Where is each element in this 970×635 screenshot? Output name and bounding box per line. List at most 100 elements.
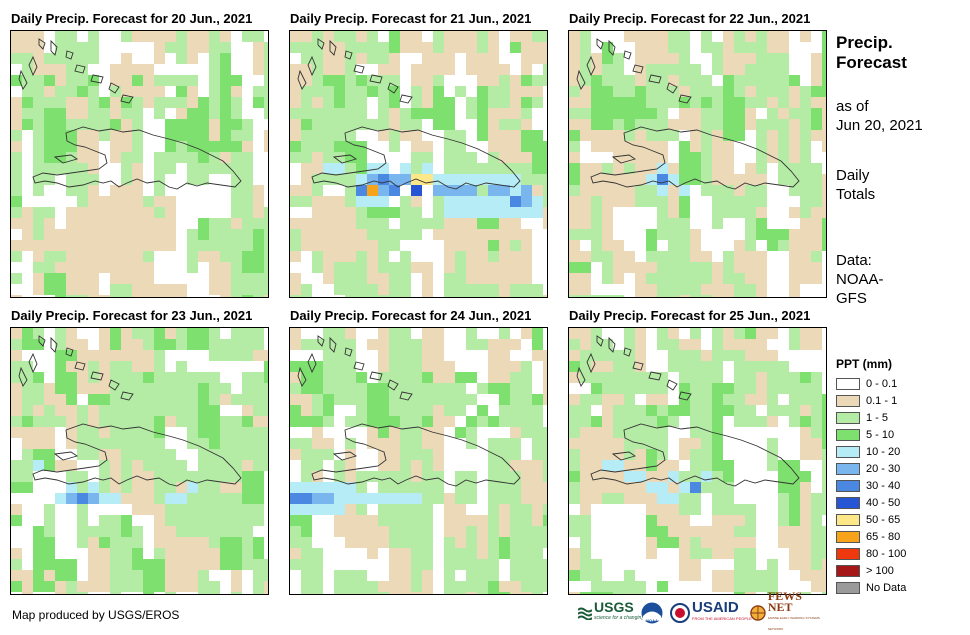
precip-cell bbox=[132, 526, 143, 537]
precip-cell bbox=[455, 86, 466, 97]
precip-cell bbox=[345, 295, 356, 297]
precip-cell bbox=[231, 537, 242, 548]
precip-cell bbox=[778, 427, 789, 438]
precip-cell bbox=[433, 438, 444, 449]
precip-cell bbox=[646, 284, 657, 295]
precip-cell bbox=[77, 262, 88, 273]
precip-cell bbox=[532, 592, 543, 594]
precip-cell bbox=[745, 108, 756, 119]
precip-cell bbox=[466, 64, 477, 75]
precip-cell bbox=[690, 97, 701, 108]
precip-cell bbox=[77, 174, 88, 185]
precip-cell bbox=[613, 350, 624, 361]
precip-cell bbox=[389, 141, 400, 152]
precip-cell bbox=[301, 130, 312, 141]
precip-cell bbox=[811, 383, 822, 394]
coastline-path bbox=[120, 94, 134, 104]
precip-cell bbox=[723, 438, 734, 449]
precip-cell bbox=[132, 570, 143, 581]
precip-cell bbox=[33, 141, 44, 152]
precip-cell bbox=[477, 141, 488, 152]
precip-cell bbox=[635, 383, 646, 394]
precip-cell bbox=[121, 460, 132, 471]
precip-cell bbox=[602, 53, 613, 64]
precip-cell bbox=[400, 361, 411, 372]
precip-cell bbox=[422, 75, 433, 86]
precip-cell bbox=[77, 64, 88, 75]
precip-cell bbox=[220, 350, 231, 361]
precip-cell bbox=[591, 152, 602, 163]
precip-cell bbox=[433, 559, 444, 570]
precip-cell bbox=[734, 53, 745, 64]
precip-cell bbox=[345, 526, 356, 537]
precip-cell bbox=[646, 273, 657, 284]
precip-cell bbox=[367, 372, 378, 383]
coastline-path bbox=[608, 39, 616, 56]
precip-cell bbox=[121, 130, 132, 141]
precip-cell bbox=[811, 53, 822, 64]
precip-cell bbox=[88, 240, 99, 251]
precip-cell bbox=[422, 350, 433, 361]
precip-cell bbox=[378, 174, 389, 185]
precip-cell bbox=[646, 515, 657, 526]
precip-cell bbox=[209, 592, 220, 594]
precip-cell bbox=[44, 207, 55, 218]
precip-cell bbox=[11, 581, 22, 592]
precip-cell bbox=[356, 152, 367, 163]
precip-cell bbox=[455, 240, 466, 251]
precip-cell bbox=[231, 119, 242, 130]
precip-cell bbox=[613, 570, 624, 581]
precip-cell bbox=[231, 295, 242, 297]
precip-cell bbox=[723, 482, 734, 493]
precip-cell bbox=[580, 141, 591, 152]
precip-cell bbox=[367, 108, 378, 119]
precip-cell bbox=[334, 537, 345, 548]
precip-cell bbox=[88, 284, 99, 295]
precip-cell bbox=[301, 273, 312, 284]
precip-cell bbox=[378, 482, 389, 493]
precip-cell bbox=[253, 427, 264, 438]
precip-cell bbox=[488, 141, 499, 152]
legend-item: 65 - 80 bbox=[836, 530, 900, 543]
precip-cell bbox=[657, 152, 668, 163]
precip-cell bbox=[745, 130, 756, 141]
precip-cell bbox=[264, 218, 268, 229]
precip-cell bbox=[668, 240, 679, 251]
precip-cell bbox=[477, 42, 488, 53]
precip-cell bbox=[767, 108, 778, 119]
precip-cell bbox=[477, 251, 488, 262]
precip-cell bbox=[187, 383, 198, 394]
precip-cell bbox=[411, 383, 422, 394]
precip-cell bbox=[800, 537, 811, 548]
precip-cell bbox=[209, 130, 220, 141]
precip-cell bbox=[455, 108, 466, 119]
precip-cell bbox=[356, 559, 367, 570]
precip-grid bbox=[11, 31, 268, 297]
precip-cell bbox=[767, 416, 778, 427]
precip-cell bbox=[264, 570, 268, 581]
precip-cell bbox=[312, 548, 323, 559]
precip-cell bbox=[521, 240, 532, 251]
precip-cell bbox=[345, 559, 356, 570]
precip-cell bbox=[723, 493, 734, 504]
precip-cell bbox=[690, 64, 701, 75]
precip-cell bbox=[323, 251, 334, 262]
precip-cell bbox=[11, 471, 22, 482]
precip-cell bbox=[176, 438, 187, 449]
precip-cell bbox=[345, 394, 356, 405]
precip-cell bbox=[55, 119, 66, 130]
precip-cell bbox=[356, 482, 367, 493]
precip-cell bbox=[455, 449, 466, 460]
precip-cell bbox=[132, 273, 143, 284]
precip-cell bbox=[455, 493, 466, 504]
precip-cell bbox=[231, 361, 242, 372]
precip-cell bbox=[580, 64, 591, 75]
precip-cell bbox=[154, 262, 165, 273]
precip-cell bbox=[242, 427, 253, 438]
precip-cell bbox=[701, 504, 712, 515]
precip-cell bbox=[378, 75, 389, 86]
precip-cell bbox=[411, 328, 422, 339]
precip-cell bbox=[756, 328, 767, 339]
precip-cell bbox=[679, 405, 690, 416]
precip-cell bbox=[400, 152, 411, 163]
